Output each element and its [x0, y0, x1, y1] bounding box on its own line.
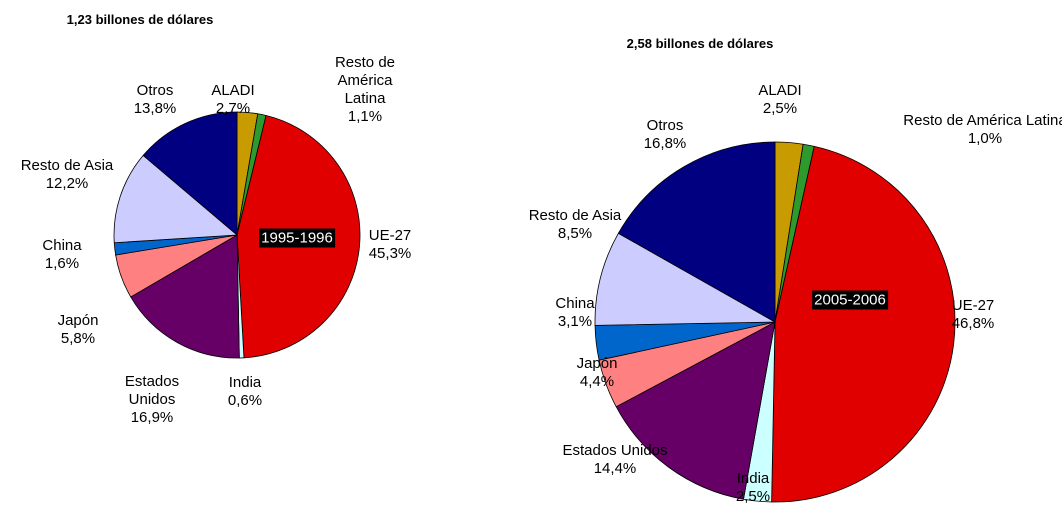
slice-label: Resto de América Latina 1,1%: [315, 54, 415, 126]
slice-label: India 2,5%: [723, 470, 783, 506]
value-label: 2,5%: [735, 488, 771, 505]
slice-label: Resto de Asia 8,5%: [505, 207, 645, 243]
category-label: Estados Unidos: [562, 442, 668, 459]
category-label: Estados Unidos: [124, 373, 180, 408]
value-label: 8,5%: [557, 225, 593, 242]
slice-label: ALADI 2,5%: [750, 82, 810, 118]
period-label: 2005-2006: [812, 290, 888, 310]
slice-label: Otros 16,8%: [635, 117, 695, 153]
value-label: 1,6%: [44, 255, 80, 272]
period-label: 1995-1996: [259, 228, 335, 248]
slice-label: China 3,1%: [545, 295, 605, 331]
slice-label: ALADI 2,7%: [203, 82, 263, 118]
chart-title: 2,58 billones de dólares: [626, 36, 774, 51]
slice-label: Japón 5,8%: [48, 312, 108, 348]
pie-slice: [113, 154, 239, 244]
value-label: 1,0%: [967, 130, 1003, 147]
category-label: India: [736, 470, 770, 487]
value-label: 0,6%: [227, 392, 263, 409]
pie-slice: [142, 111, 238, 236]
category-label: Otros: [646, 117, 684, 134]
slice-label: India 0,6%: [215, 374, 275, 410]
category-label: China: [42, 237, 82, 254]
value-label: 16,9%: [130, 409, 174, 426]
category-label: Resto de América Latina: [334, 54, 396, 107]
pie-slice: [617, 141, 776, 323]
slice-label: UE-27 46,8%: [943, 297, 1003, 333]
value-label: 2,5%: [762, 100, 798, 117]
chart-title: 1,23 billones de dólares: [66, 12, 214, 27]
slice-label: Otros 13,8%: [125, 82, 185, 118]
slice-label: Japón 4,4%: [567, 355, 627, 391]
category-label: China: [555, 295, 595, 312]
pie-slice: [594, 232, 777, 326]
slice-label: China 1,6%: [32, 237, 92, 273]
value-label: 3,1%: [557, 313, 593, 330]
value-label: 5,8%: [60, 330, 96, 347]
category-label: UE-27: [368, 227, 412, 244]
category-label: Japón: [576, 355, 618, 372]
category-label: Resto de Asia: [528, 207, 622, 224]
value-label: 2,7%: [215, 100, 251, 117]
category-label: ALADI: [758, 82, 802, 99]
value-label: 1,1%: [347, 108, 383, 125]
value-label: 13,8%: [133, 100, 177, 117]
slice-label: Resto de Asia 12,2%: [0, 157, 137, 193]
value-label: 14,4%: [593, 460, 637, 477]
category-label: Otros: [136, 82, 174, 99]
category-label: UE-27: [951, 297, 995, 314]
category-label: Resto de Asia: [20, 157, 114, 174]
pie-slice: [615, 321, 776, 500]
value-label: 46,8%: [951, 315, 995, 332]
category-label: Resto de América Latina: [903, 112, 1062, 129]
value-label: 12,2%: [45, 175, 89, 192]
slice-label: Resto de América Latina 1,0%: [900, 112, 1062, 148]
value-label: 4,4%: [579, 373, 615, 390]
category-label: Japón: [57, 312, 99, 329]
value-label: 45,3%: [368, 245, 412, 262]
category-label: ALADI: [211, 82, 255, 99]
slice-label: Estados Unidos 14,4%: [540, 442, 690, 478]
category-label: India: [228, 374, 262, 391]
pie-slice: [771, 145, 956, 503]
slice-label: UE-27 45,3%: [360, 227, 420, 263]
slice-label: Estados Unidos 16,9%: [112, 373, 192, 427]
pie-slice: [130, 234, 240, 359]
value-label: 16,8%: [643, 135, 687, 152]
